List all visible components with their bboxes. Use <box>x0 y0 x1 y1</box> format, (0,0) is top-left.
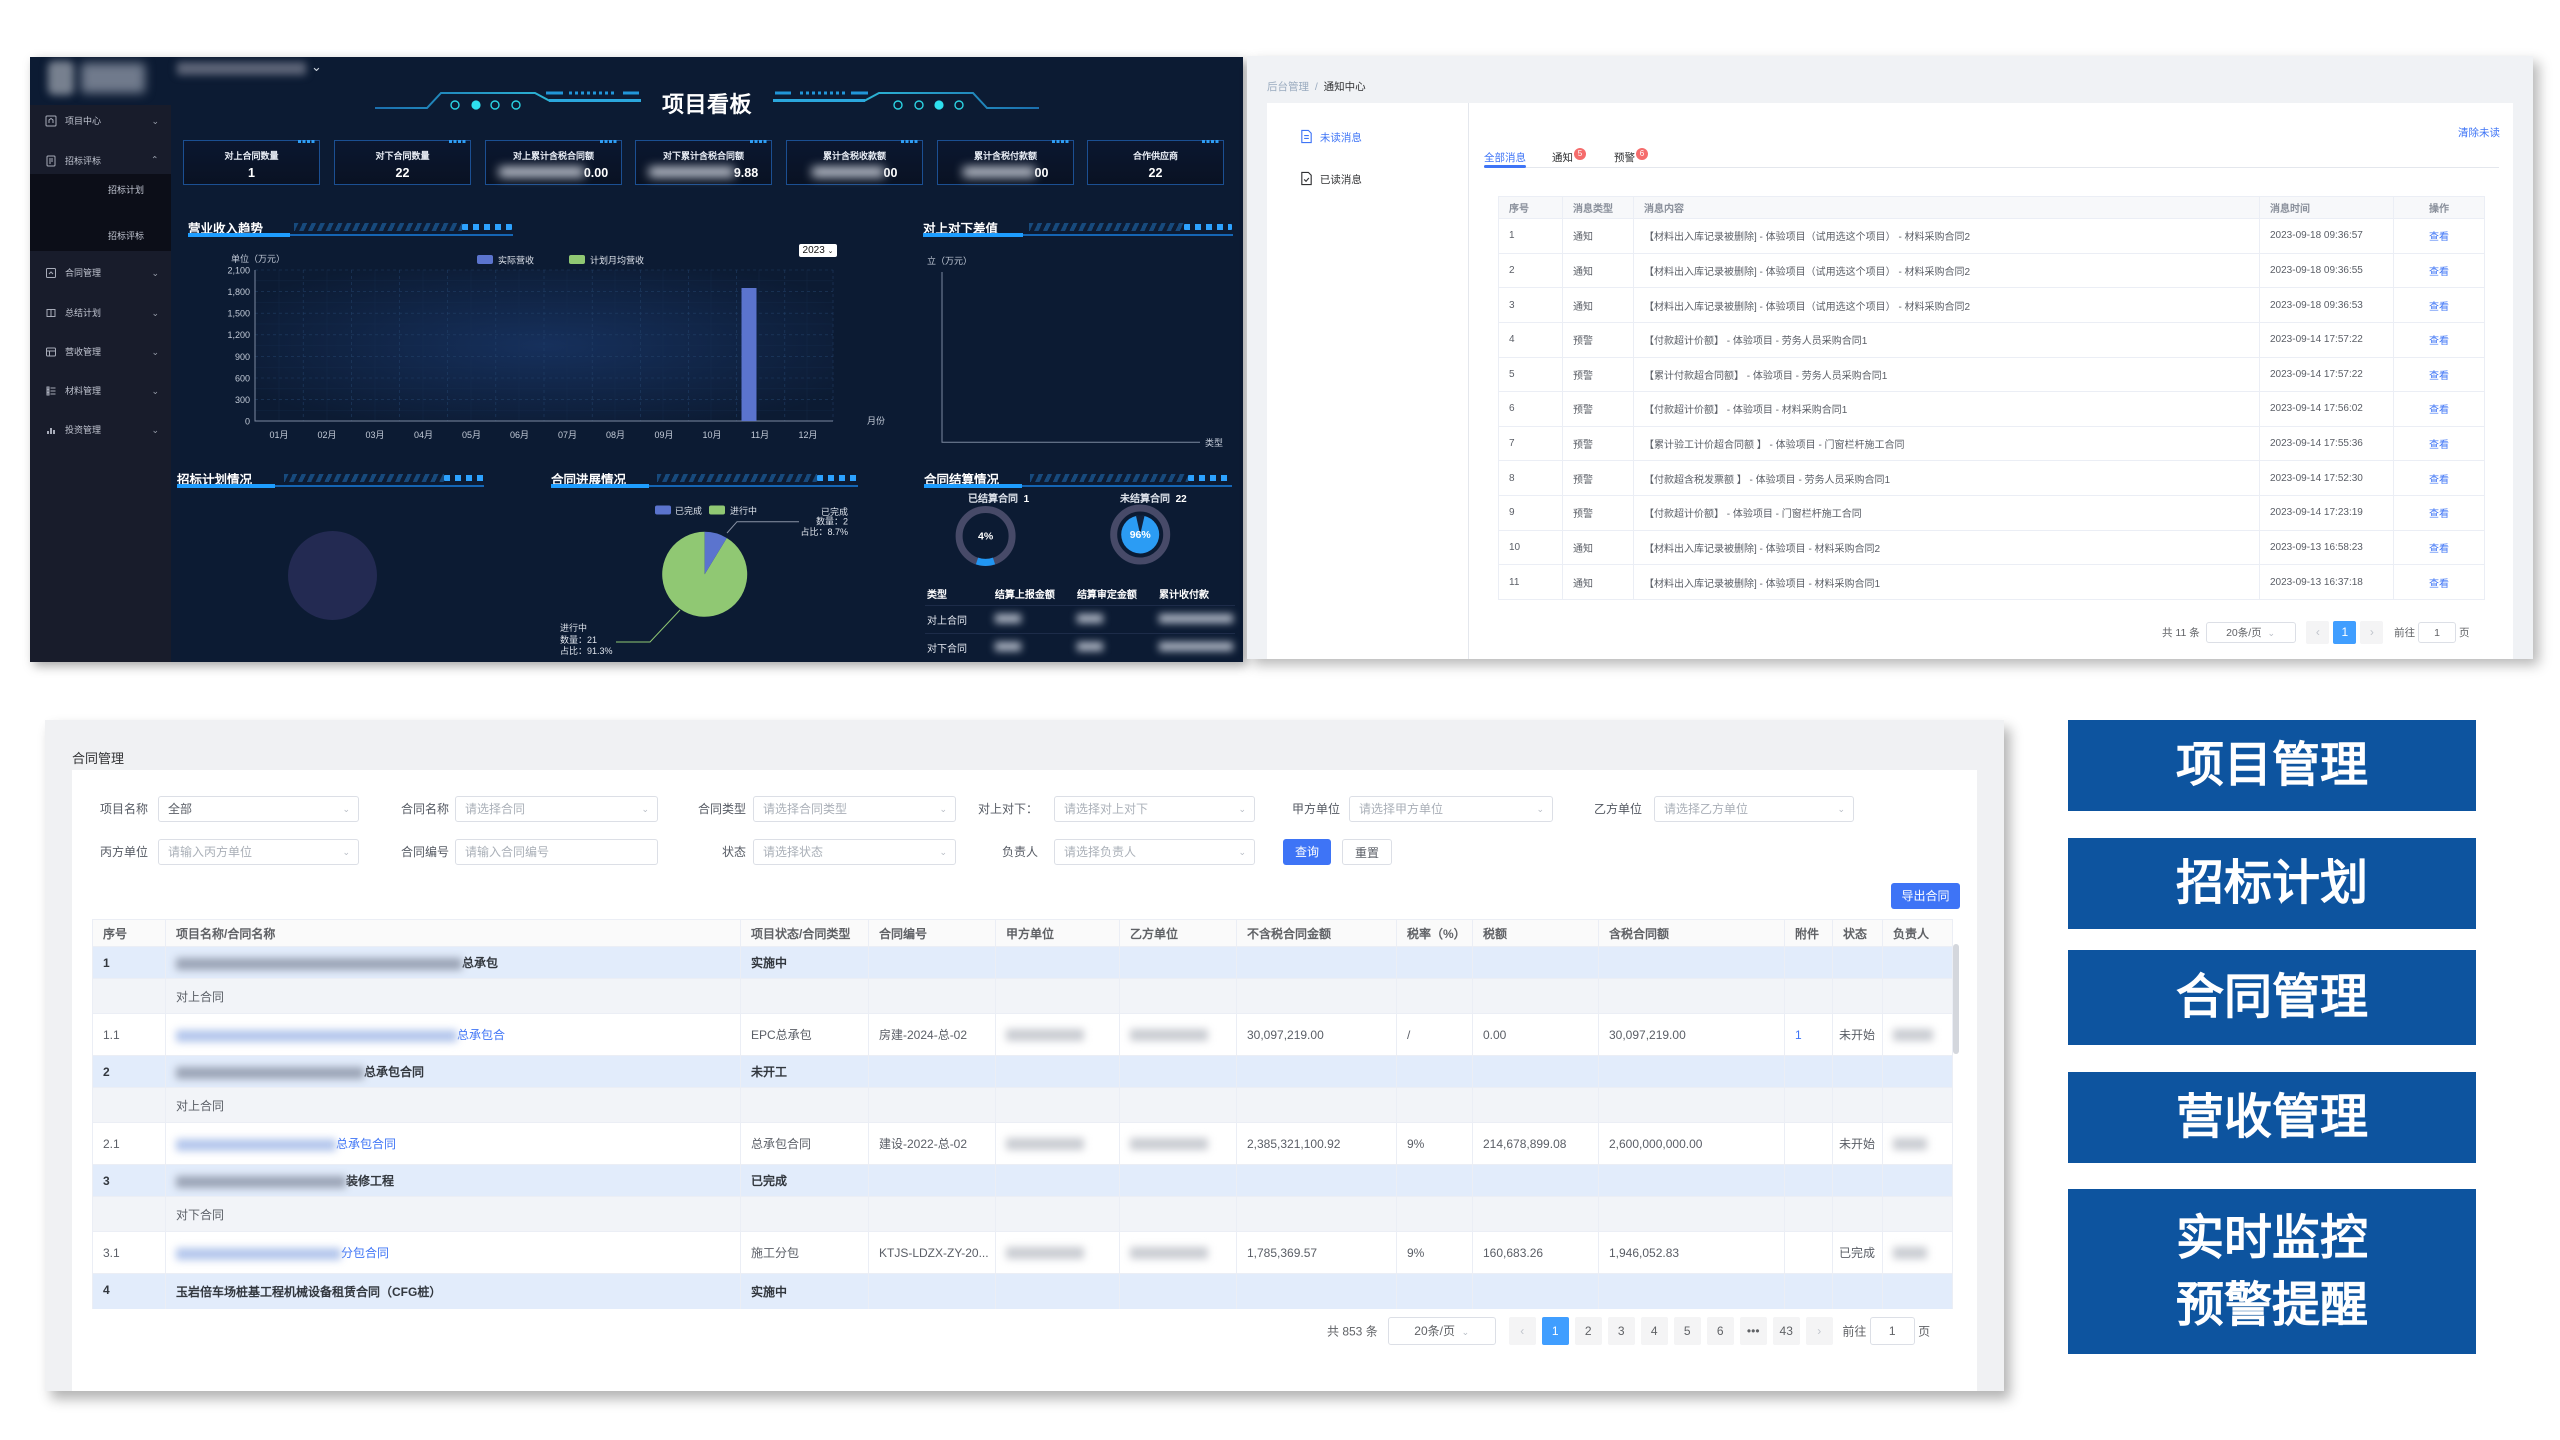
svg-text:10月: 10月 <box>702 430 721 440</box>
svg-text:1,800: 1,800 <box>227 287 250 297</box>
svg-text:12月: 12月 <box>798 430 817 440</box>
svg-text:已完成: 已完成 <box>675 505 702 516</box>
svg-text:2,100: 2,100 <box>227 266 250 276</box>
svg-text:立（万元）: 立（万元） <box>927 255 972 266</box>
svg-text:02月: 02月 <box>317 430 336 440</box>
svg-text:03月: 03月 <box>365 430 384 440</box>
svg-text:06月: 06月 <box>510 430 529 440</box>
svg-text:900: 900 <box>235 352 250 362</box>
svg-text:1,200: 1,200 <box>227 330 250 340</box>
svg-text:07月: 07月 <box>558 430 577 440</box>
svg-text:数量：21: 数量：21 <box>560 634 597 645</box>
svg-text:占比：91.3%: 占比：91.3% <box>560 645 613 656</box>
svg-text:实际营收: 实际营收 <box>498 255 534 266</box>
svg-text:1,500: 1,500 <box>227 309 250 319</box>
svg-text:已完成: 已完成 <box>821 506 848 517</box>
svg-text:96%: 96% <box>1130 529 1152 541</box>
svg-text:08月: 08月 <box>606 430 625 440</box>
svg-text:01月: 01月 <box>269 430 288 440</box>
svg-text:进行中: 进行中 <box>730 505 757 516</box>
svg-text:数量：2: 数量：2 <box>816 516 848 527</box>
svg-text:09月: 09月 <box>654 430 673 440</box>
svg-text:600: 600 <box>235 373 250 383</box>
svg-text:单位（万元）: 单位（万元） <box>231 253 285 264</box>
svg-text:占比：8.7%: 占比：8.7% <box>800 526 848 537</box>
svg-text:计划月均营收: 计划月均营收 <box>590 255 644 266</box>
svg-text:300: 300 <box>235 395 250 405</box>
svg-text:05月: 05月 <box>462 430 481 440</box>
svg-text:进行中: 进行中 <box>560 622 587 633</box>
svg-text:类型: 类型 <box>1205 437 1223 448</box>
svg-text:04月: 04月 <box>414 430 433 440</box>
svg-text:月份: 月份 <box>867 415 885 426</box>
svg-text:4%: 4% <box>978 531 994 543</box>
svg-text:0: 0 <box>245 417 250 427</box>
svg-text:11月: 11月 <box>751 430 769 440</box>
